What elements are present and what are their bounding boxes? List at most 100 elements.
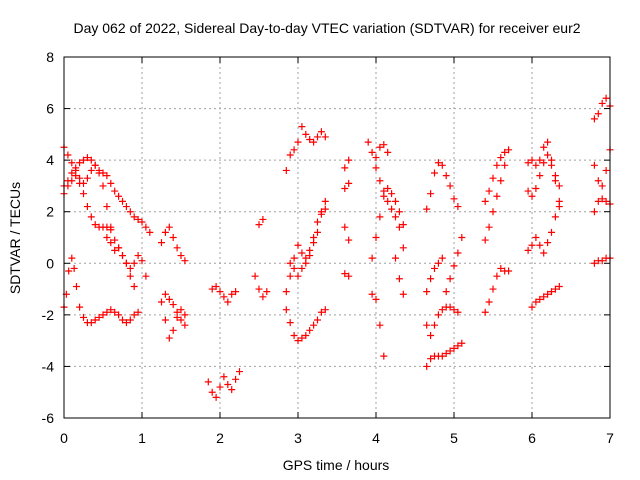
data-point (216, 383, 224, 391)
data-point (524, 187, 532, 195)
data-point (314, 218, 321, 226)
data-point (126, 208, 134, 216)
series-arc-k1 (590, 94, 614, 123)
data-point (341, 270, 349, 278)
data-point (259, 293, 267, 301)
series-arc-d1 (251, 272, 271, 301)
data-points (60, 94, 614, 401)
data-point (68, 177, 76, 185)
data-point (68, 169, 76, 177)
data-point (107, 223, 115, 231)
data-point (536, 241, 544, 249)
data-point (602, 166, 610, 174)
y-tick-label: 2 (46, 204, 54, 220)
data-point (532, 234, 540, 241)
data-point (317, 128, 325, 136)
series-arc-b3 (161, 290, 189, 329)
data-point (368, 290, 376, 298)
data-point (384, 197, 392, 205)
series-arc-f2 (341, 179, 353, 193)
data-point (501, 161, 509, 169)
data-point (489, 208, 497, 216)
data-point (590, 259, 598, 267)
series-arc-e1 (282, 123, 329, 174)
data-point (497, 177, 505, 185)
data-point (294, 337, 302, 345)
data-point (376, 143, 384, 151)
series-arc-a5 (103, 234, 150, 280)
data-point (505, 267, 513, 275)
data-point (364, 138, 372, 146)
data-point (458, 339, 466, 347)
data-point (142, 272, 150, 280)
data-point (551, 285, 559, 293)
data-point (181, 311, 189, 319)
series-arc-k3 (590, 195, 614, 216)
data-point (177, 316, 185, 324)
x-tick-label: 5 (450, 430, 458, 446)
data-point (438, 306, 446, 314)
data-point (122, 203, 130, 211)
data-point (423, 205, 431, 213)
data-point (380, 187, 388, 195)
data-point (146, 228, 154, 236)
data-point (65, 267, 73, 275)
data-point (169, 234, 177, 241)
data-point (598, 182, 606, 190)
series-arc-j4 (528, 282, 563, 311)
data-point (532, 185, 540, 193)
data-point (72, 172, 80, 180)
data-point (438, 352, 446, 360)
x-tick-label: 6 (528, 430, 536, 446)
data-point (298, 334, 306, 342)
data-point (119, 197, 126, 205)
data-point (290, 254, 298, 262)
series-arc-f3 (341, 223, 353, 244)
data-point (544, 151, 552, 159)
data-point (548, 228, 555, 236)
data-point (372, 164, 380, 172)
data-point (423, 362, 431, 370)
data-point (263, 288, 271, 296)
y-tick-label: 4 (46, 152, 54, 168)
data-point (286, 272, 294, 280)
y-tick-label: -6 (42, 410, 55, 426)
series-arc-i2 (481, 161, 509, 244)
data-point (302, 130, 310, 138)
data-point (485, 298, 493, 306)
data-point (91, 161, 99, 169)
data-point (372, 234, 380, 241)
data-point (122, 259, 130, 267)
data-point (395, 275, 403, 283)
data-point (442, 288, 450, 296)
data-point (76, 174, 84, 182)
data-point (130, 213, 138, 221)
data-point (399, 290, 407, 298)
data-point (590, 208, 598, 216)
data-point (72, 282, 80, 290)
data-point (423, 321, 431, 329)
x-tick-label: 2 (216, 430, 224, 446)
data-point (532, 161, 540, 169)
data-point (228, 386, 236, 394)
data-point (80, 179, 87, 187)
data-point (544, 138, 552, 146)
series-arc-j3 (524, 203, 563, 257)
data-point (122, 319, 130, 327)
data-point (551, 213, 559, 221)
data-point (111, 308, 119, 316)
data-point (103, 203, 111, 211)
y-tick-label: 8 (46, 49, 54, 65)
data-point (450, 262, 458, 270)
series-arc-c1 (204, 368, 243, 401)
data-point (224, 380, 232, 388)
data-point (497, 264, 505, 272)
data-point (107, 179, 115, 187)
data-point (454, 342, 462, 350)
data-point (87, 213, 95, 221)
data-point (528, 156, 536, 164)
data-point (169, 301, 177, 309)
data-point (450, 195, 458, 203)
data-point (540, 249, 548, 257)
